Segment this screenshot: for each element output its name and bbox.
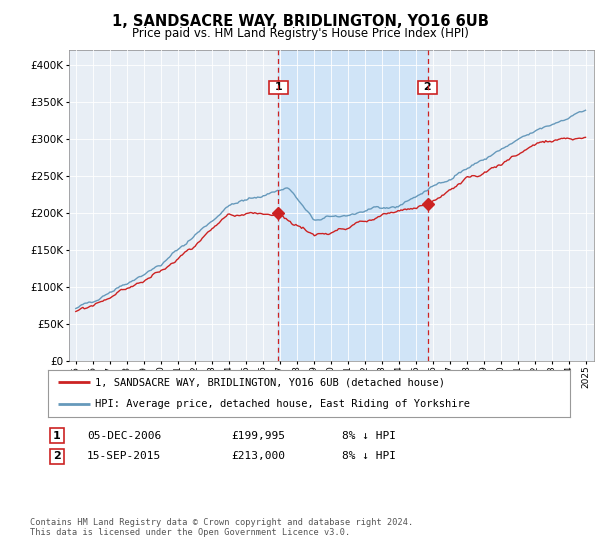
Text: 05-DEC-2006: 05-DEC-2006 xyxy=(87,431,161,441)
Text: £213,000: £213,000 xyxy=(231,451,285,461)
Text: £199,995: £199,995 xyxy=(231,431,285,441)
Text: 1, SANDSACRE WAY, BRIDLINGTON, YO16 6UB: 1, SANDSACRE WAY, BRIDLINGTON, YO16 6UB xyxy=(112,14,488,29)
Text: HPI: Average price, detached house, East Riding of Yorkshire: HPI: Average price, detached house, East… xyxy=(95,399,470,409)
Text: 1, SANDSACRE WAY, BRIDLINGTON, YO16 6UB (detached house): 1, SANDSACRE WAY, BRIDLINGTON, YO16 6UB … xyxy=(95,377,445,388)
Text: 8% ↓ HPI: 8% ↓ HPI xyxy=(342,431,396,441)
Text: 2: 2 xyxy=(420,82,436,92)
Text: 2: 2 xyxy=(53,451,61,461)
Text: 8% ↓ HPI: 8% ↓ HPI xyxy=(342,451,396,461)
Text: Contains HM Land Registry data © Crown copyright and database right 2024.
This d: Contains HM Land Registry data © Crown c… xyxy=(30,518,413,538)
Bar xyxy=(278,50,428,361)
Text: Price paid vs. HM Land Registry's House Price Index (HPI): Price paid vs. HM Land Registry's House … xyxy=(131,27,469,40)
Text: 1: 1 xyxy=(53,431,61,441)
Text: 1: 1 xyxy=(271,82,286,92)
Text: 15-SEP-2015: 15-SEP-2015 xyxy=(87,451,161,461)
